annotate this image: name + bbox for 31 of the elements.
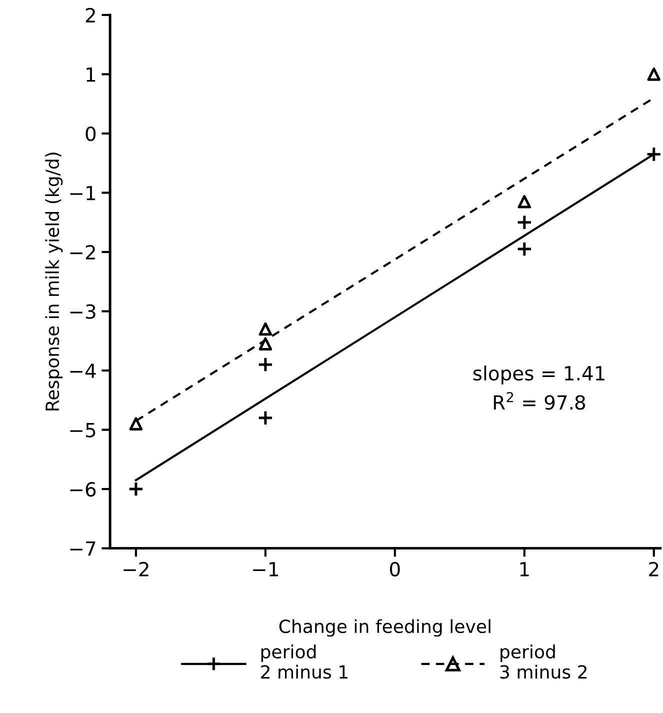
- y-tick-label: 0: [86, 126, 96, 142]
- annotation: R$^{2}$ = 97.8: [494, 392, 586, 410]
- x-axis-title: Change in feeding level: [279, 619, 490, 637]
- annotation: slopes = 1.41: [473, 366, 604, 384]
- x-tick-label: −1: [253, 562, 278, 576]
- y-tick-label: −3: [70, 304, 96, 319]
- point: [258, 337, 272, 350]
- y-tick-label: 2: [86, 8, 95, 22]
- point: [129, 417, 143, 430]
- y-tick-label: −4: [70, 364, 96, 378]
- point: [518, 195, 532, 208]
- y-tick-label: −1: [70, 186, 96, 200]
- x-tick-label: 2: [649, 562, 658, 576]
- y-tick-label: −5: [70, 422, 96, 438]
- y-tick-label: 1: [86, 67, 96, 82]
- x-tick-label: 1: [520, 562, 529, 576]
- legend-label: period 3 minus 2: [500, 644, 586, 679]
- y-tick-label: −7: [70, 542, 96, 556]
- point: [258, 410, 274, 426]
- y-axis-title: Response in milk yield (kg/d): [45, 152, 63, 410]
- point: [258, 322, 272, 336]
- y-tick-label: −6: [70, 482, 96, 497]
- point: [516, 241, 532, 257]
- point: [258, 356, 274, 372]
- point: [647, 68, 660, 81]
- y-tick-label: −2: [70, 244, 95, 260]
- point: [646, 146, 660, 162]
- point: [516, 214, 532, 230]
- legend-label: period 2 minus 1: [261, 644, 348, 679]
- x-tick-label: 0: [390, 562, 400, 577]
- x-tick-label: −2: [124, 562, 148, 576]
